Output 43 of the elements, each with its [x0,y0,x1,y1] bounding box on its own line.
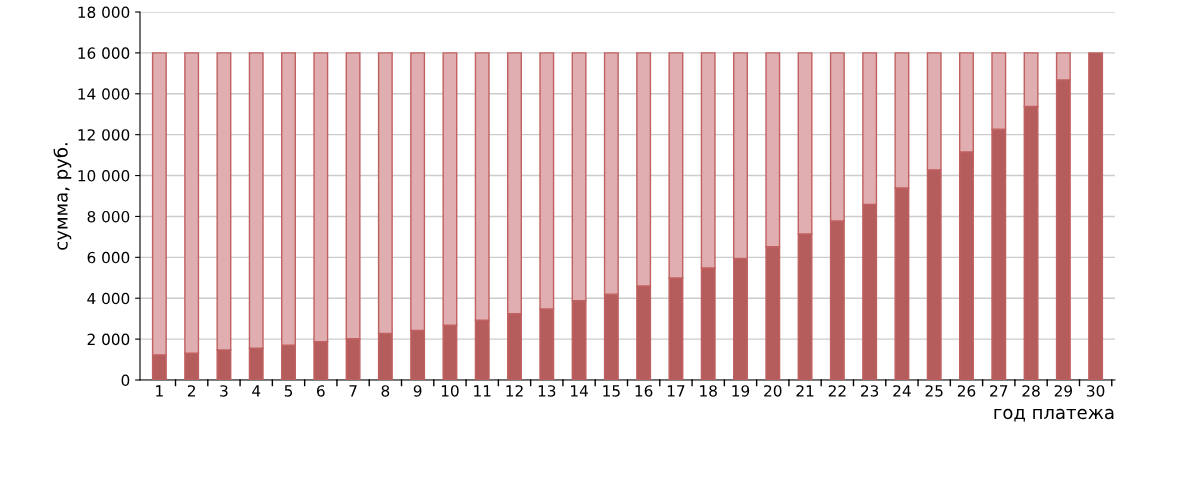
y-axis-title: сумма, руб. [53,143,72,250]
x-tick-label: 7 [349,385,357,397]
x-tick-label: 30 [1087,385,1105,397]
x-tick-label: 21 [796,385,814,397]
y-tick-label: 8 000 [87,210,130,223]
y-tick-label: 16 000 [78,47,130,59]
x-tick-label: 22 [828,385,846,397]
y-tick-label: 10 000 [78,170,130,182]
x-tick-label: 14 [571,385,588,397]
y-tick-label: 14 000 [78,88,130,100]
bar [1088,52,1104,380]
y-tick-label: 0 [121,374,130,387]
x-tick-label: 25 [925,385,943,397]
x-tick-label: 18 [700,385,717,397]
x-tick-label: 5 [284,385,293,397]
x-tick-label: 20 [764,385,782,397]
x-tick-label: 16 [635,385,653,397]
x-tick-label: 28 [1022,385,1040,397]
x-tick-label: 1 [156,385,163,397]
x-tick-label: 24 [893,385,911,397]
x-tick-label: 10 [441,385,459,397]
y-tick-label: 6 000 [87,251,130,264]
x-tick-label: 2 [187,385,195,397]
x-tick-label: 8 [381,385,390,397]
y-tick-label: 12 000 [78,129,130,141]
x-tick-label: 26 [957,385,976,397]
y-tick-label: 4 000 [87,292,130,305]
y-tick-label: 2 000 [87,333,130,346]
x-tick-label: 9 [413,385,422,397]
x-tick-label: 12 [506,385,523,397]
x-axis-title: год платежа [994,408,1114,422]
x-tick-label: 27 [990,385,1008,397]
x-tick-label: 4 [252,385,261,397]
x-tick-label: 13 [538,385,556,397]
x-tick-label: 11 [474,385,491,397]
x-tick-label: 19 [732,385,750,397]
x-tick-label: 29 [1054,385,1072,397]
x-tick-label: 23 [861,385,879,397]
y-tick-label: 18 000 [78,6,130,19]
x-tick-label: 3 [220,385,228,397]
x-tick-label: 17 [667,385,685,397]
x-tick-label: 6 [317,385,325,397]
x-tick-label: 15 [603,385,620,397]
